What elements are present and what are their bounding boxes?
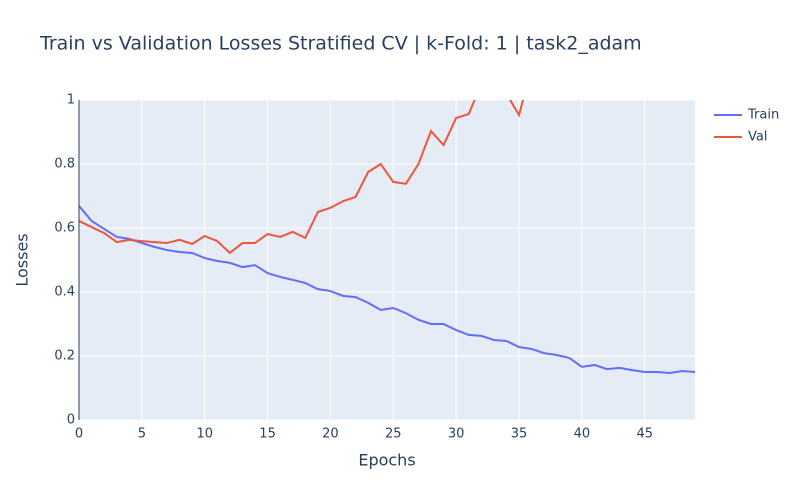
y-tick-label: 0.6: [54, 221, 75, 236]
x-tick-label: 45: [636, 427, 653, 442]
y-tick-label: 0.2: [54, 349, 75, 364]
legend: Train Val: [714, 108, 779, 145]
y-axis-title: Losses: [13, 233, 32, 286]
series-line: [79, 100, 525, 255]
x-tick-label: 0: [75, 427, 83, 442]
y-tick-label: 1: [67, 93, 75, 108]
grid: [78, 99, 695, 421]
legend-label[interactable]: Train: [747, 108, 779, 123]
y-tick-label: 0.8: [54, 157, 75, 172]
x-tick-label: 30: [448, 427, 465, 442]
lines: [79, 100, 695, 374]
x-tick-label: 10: [196, 427, 213, 442]
chart-title: Train vs Validation Losses Stratified CV…: [39, 33, 642, 55]
legend-label[interactable]: Val: [748, 130, 767, 145]
x-tick-label: 25: [385, 427, 402, 442]
x-tick-label: 20: [322, 427, 339, 442]
x-tick-label: 35: [511, 427, 528, 442]
x-tick-label: 40: [574, 427, 591, 442]
x-tick-label: 5: [138, 427, 146, 442]
plot-area: [79, 100, 695, 420]
series-line: [79, 205, 695, 374]
x-axis-title: Epochs: [358, 451, 415, 470]
x-tick-label: 15: [259, 427, 276, 442]
y-tick-label: 0: [67, 413, 75, 428]
y-tick-label: 0.4: [54, 285, 75, 300]
